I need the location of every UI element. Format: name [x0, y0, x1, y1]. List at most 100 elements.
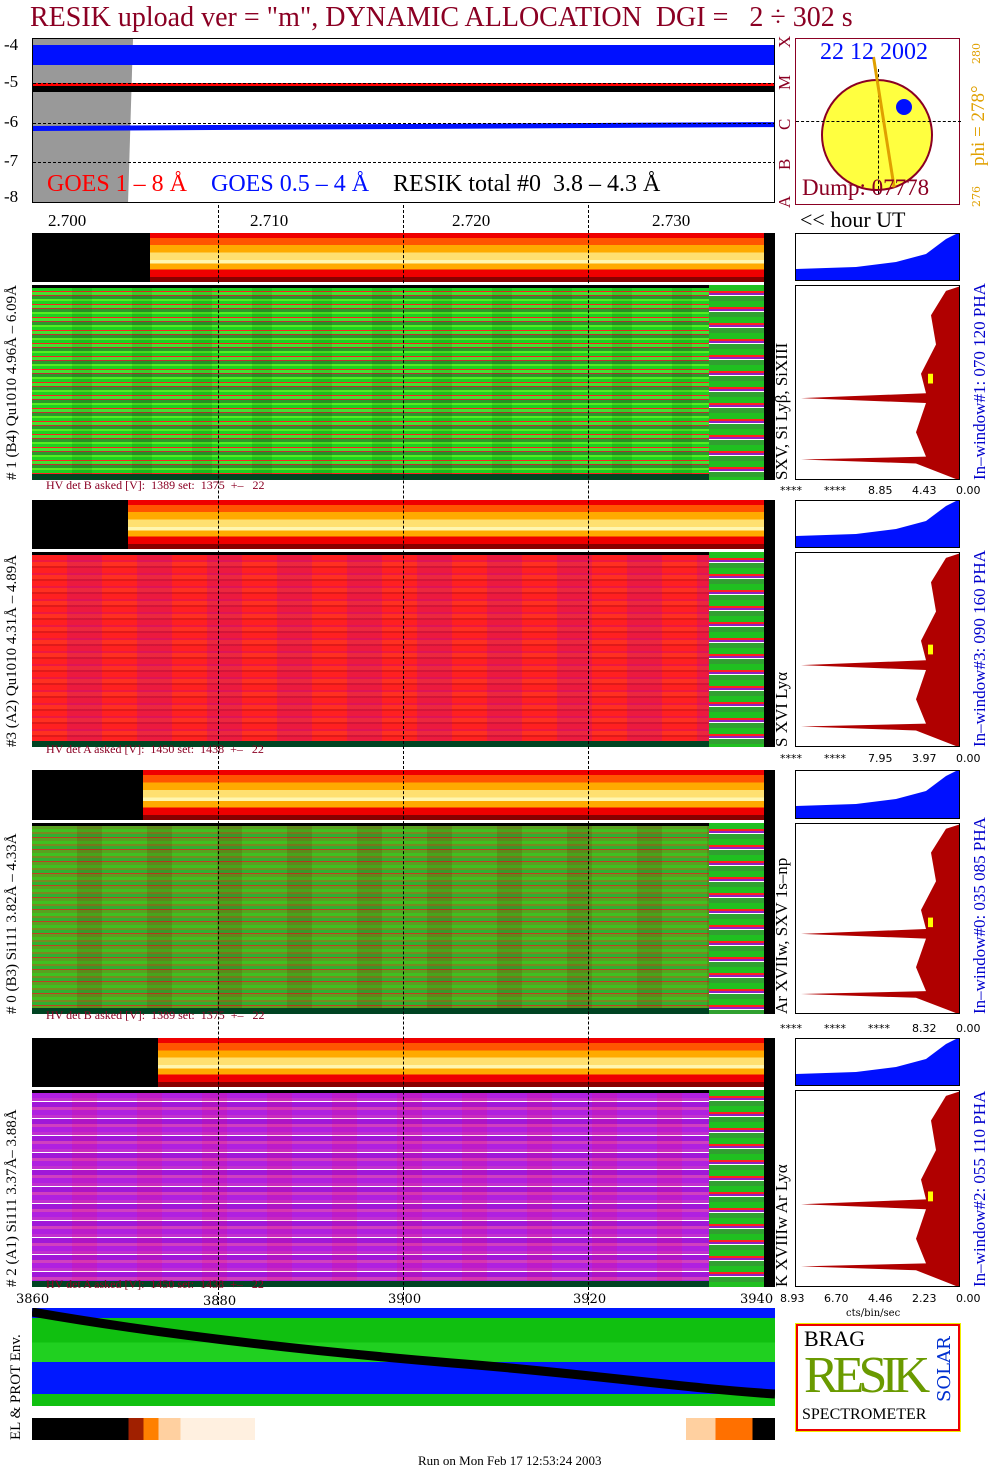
time-tick: 2.710 [250, 211, 289, 230]
phi-max: 280 [970, 43, 983, 64]
gridline [33, 123, 774, 124]
data-gap [33, 39, 133, 202]
goes-legend: GOES 1 – 8 Å GOES 0.5 – 4 Å RESIK total … [47, 171, 660, 198]
spectrogram-edge [709, 823, 764, 1014]
run-timestamp: Run on Mon Feb 17 12:53:24 2003 [418, 1453, 602, 1468]
hv-status: HV det A asked [V]: 1450 set: 1438 +– 22 [46, 742, 264, 756]
spectrogram-edge [709, 1090, 764, 1287]
hist-tick: 8.85 [868, 484, 893, 497]
window-label: In–window#0: 035 085 PHA [970, 817, 989, 1014]
flare-class-c: C [775, 118, 794, 130]
pha-histogram-small [795, 1038, 960, 1086]
spectral-lines-label: SXV, Si Lyβ, SiXIII [772, 342, 791, 480]
phi-min: 276 [970, 186, 983, 207]
hv-status: HV det B asked [V]: 1389 set: 1375 +– 22 [46, 478, 265, 492]
gridline [403, 205, 404, 1305]
hist-tick: 8.32 [912, 1022, 937, 1035]
detector-label: # 1 (B4) Qu1010 4.96Å – 6.09Å [4, 285, 20, 480]
spectrogram-heatmap [32, 1090, 709, 1287]
spectrogram-heatmap [32, 823, 709, 1014]
pha-histogram-blue [796, 234, 959, 280]
window-label: In–window#2: 055 110 PHA [970, 1090, 989, 1287]
time-tick: 2.720 [452, 211, 491, 230]
hist-tick: **** [824, 1022, 846, 1035]
y-tick: -4 [4, 35, 19, 54]
pha-marker [928, 644, 933, 655]
y-tick: -5 [4, 72, 19, 91]
flare-class-m: M [775, 74, 794, 90]
pha-marker [928, 1191, 933, 1202]
logo-resik: RESIK [804, 1347, 930, 1404]
spectrum-profile-red [801, 824, 959, 1013]
hist-tick: 3.97 [912, 752, 937, 765]
pha-histogram-blue [796, 1039, 959, 1085]
spectrum-profile-red [801, 553, 959, 746]
pha-marker [928, 917, 933, 928]
hist-tick: 2.23 [912, 1292, 937, 1305]
sun-disk [821, 79, 933, 191]
pha-histogram-large [795, 1090, 960, 1287]
gridline [33, 162, 774, 163]
hist-tick: 6.70 [824, 1292, 849, 1305]
gridline [33, 83, 774, 84]
gridline [588, 205, 589, 1305]
gridline [218, 205, 219, 1305]
channel-tick: 3940 [740, 1292, 774, 1307]
flare-class-a: A [775, 195, 794, 208]
resik-logo: BRAG RESIK SOLAR SPECTROMETER [795, 1323, 961, 1432]
goes-lightcurve-panel: GOES 1 – 8 Å GOES 0.5 – 4 Å RESIK total … [32, 38, 775, 203]
channel-tick: 3920 [573, 1292, 607, 1307]
resik-total-label: RESIK total #0 3.8 – 4.3 Å [393, 171, 661, 197]
strip-gap [32, 233, 151, 282]
spectrogram-edge [709, 552, 764, 747]
sun-position-panel: 22 12 2002 Dump: 07778 [795, 38, 961, 205]
hv-status: HV det A asked [V]: 1450 set: 1438 +– 22 [46, 1277, 264, 1291]
hist-tick: 0.00 [956, 1022, 981, 1035]
phi-angle: phi = 278° [968, 85, 989, 166]
pha-histogram-small [795, 233, 960, 281]
goes-long-range: 1 – 8 Å [115, 171, 188, 197]
hv-status: HV det B asked [V]: 1389 set: 1375 +– 22 [46, 1008, 265, 1022]
hist-tick: 4.46 [868, 1292, 893, 1305]
strip-gap [32, 1038, 158, 1087]
hist-tick: 8.93 [780, 1292, 805, 1305]
flare-class-b: B [775, 158, 794, 170]
environment-panel [32, 1308, 775, 1406]
strip-gap [32, 770, 143, 820]
hist-unit: cts/bin/sec [846, 1308, 901, 1319]
observation-date: 22 12 2002 [820, 39, 928, 65]
panel-border [764, 500, 775, 747]
goes-short-band [33, 45, 774, 65]
detector-label: #3 (A2) Qu1010 4.31Å – 4.89Å [4, 554, 20, 747]
plot-title: RESIK upload ver = "m", DYNAMIC ALLOCATI… [30, 2, 853, 33]
goes-long-label: GOES [47, 171, 110, 197]
dump-number: Dump: 07778 [802, 175, 930, 200]
flare-class-x: X [775, 35, 794, 48]
window-label: In–window#1: 070 120 PHA [970, 283, 989, 480]
time-axis-unit: << hour UT [800, 207, 906, 232]
hist-tick: **** [868, 1022, 890, 1035]
y-tick: -7 [4, 151, 19, 170]
spectral-lines-label: K XVIIIw Ar Lyα [772, 1164, 791, 1287]
hist-tick: 7.95 [868, 752, 893, 765]
pha-histogram-large [795, 285, 960, 480]
spectrum-profile-red [801, 286, 959, 479]
spectrogram-heatmap [32, 285, 709, 480]
hist-tick: 0.00 [956, 1292, 981, 1305]
hist-tick: 4.43 [912, 484, 937, 497]
hist-tick: **** [780, 1022, 802, 1035]
panel-border [764, 233, 775, 480]
spectrum-profile-red [801, 1091, 959, 1286]
spectrogram-heatmap [32, 552, 709, 747]
channel-tick: 3900 [388, 1292, 422, 1307]
goes-long-line [33, 83, 774, 92]
panel-border [764, 1038, 775, 1287]
hist-tick: **** [824, 484, 846, 497]
panel-border [764, 770, 775, 1014]
pha-histogram-blue [796, 771, 959, 818]
y-tick: -6 [4, 112, 19, 131]
environment-label: EL & PROT Env. [8, 1334, 24, 1440]
pha-histogram-small [795, 500, 960, 548]
time-tick: 2.730 [652, 211, 691, 230]
